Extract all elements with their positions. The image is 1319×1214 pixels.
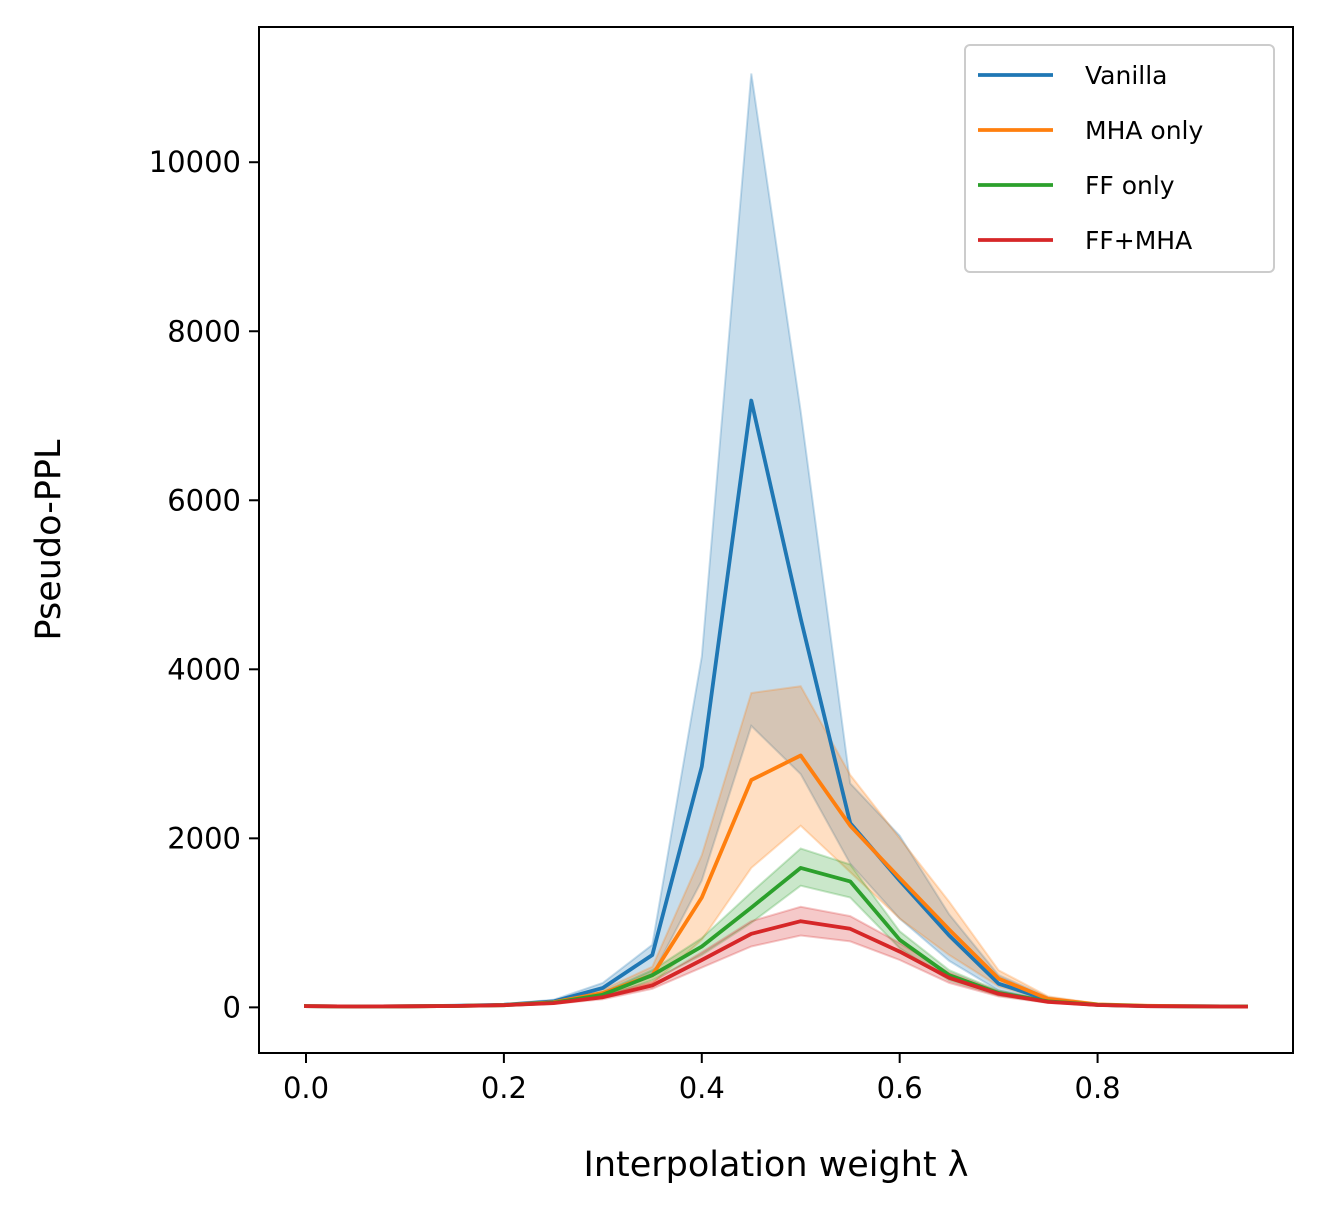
legend-label-ff-only: FF only xyxy=(1085,171,1175,200)
y-tick-label: 4000 xyxy=(167,652,241,686)
legend-label-mha-only: MHA only xyxy=(1085,116,1204,145)
x-tick-label: 0.8 xyxy=(1075,1071,1121,1105)
y-tick-label: 0 xyxy=(223,990,241,1024)
y-tick-label: 10000 xyxy=(149,145,241,179)
x-tick-label: 0.4 xyxy=(679,1071,725,1105)
y-tick-label: 6000 xyxy=(167,483,241,517)
y-axis-ticks: 0 2000 4000 6000 8000 10000 xyxy=(149,145,259,1024)
x-tick-label: 0.6 xyxy=(877,1071,923,1105)
series-lines xyxy=(304,398,1248,1009)
legend-label-ff-mha: FF+MHA xyxy=(1085,226,1192,255)
x-tick-label: 0.0 xyxy=(283,1071,329,1105)
line-ff-mha xyxy=(304,919,1248,1009)
x-axis-title: Interpolation weight λ xyxy=(584,1145,969,1185)
legend-box xyxy=(964,44,1275,273)
y-axis-title: Pseudo-PPL xyxy=(29,439,69,641)
x-axis-ticks: 0.0 0.2 0.4 0.6 0.8 xyxy=(283,1053,1121,1105)
legend: Vanilla MHA only FF only FF+MHA xyxy=(964,44,1275,273)
legend-label-vanilla: Vanilla xyxy=(1085,61,1167,90)
y-tick-label: 8000 xyxy=(167,314,241,348)
x-tick-label: 0.2 xyxy=(481,1071,527,1105)
plot-frame xyxy=(258,26,1294,1054)
y-tick-label: 2000 xyxy=(167,821,241,855)
